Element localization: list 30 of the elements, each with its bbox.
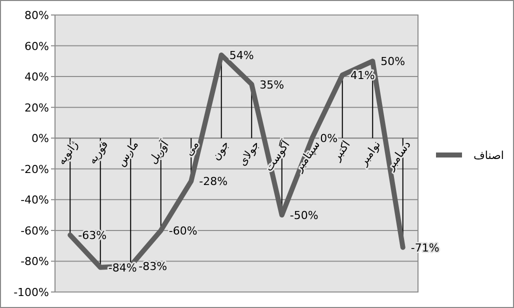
y-tick-label: -60%: [20, 224, 49, 238]
y-tick-label: 60%: [24, 40, 49, 53]
data-label: 35%: [260, 78, 284, 92]
x-tick-label: می: [182, 138, 202, 158]
y-tick-label: -40%: [20, 194, 49, 207]
data-label: -71%: [410, 241, 440, 254]
data-label: 50%: [380, 55, 406, 68]
y-tick-label: -20%: [20, 162, 49, 176]
y-tick-label: -80%: [20, 255, 49, 268]
y-tick-label: 20%: [24, 101, 49, 114]
x-tick-label: دسامبر: [383, 138, 414, 174]
x-tick-label: آوریل: [145, 137, 172, 166]
y-tick-label: 80%: [24, 9, 49, 22]
x-tick-label: فوریه: [86, 138, 111, 166]
x-tick-label: جولای: [236, 138, 262, 168]
data-label: -60%: [168, 224, 198, 238]
x-tick-label: آگوست: [261, 137, 293, 174]
y-tick-label: 40%: [24, 70, 49, 84]
x-tick-label: مارس: [114, 138, 142, 169]
x-tick-label: جون: [209, 138, 232, 163]
data-label: -83%: [138, 260, 168, 273]
legend-label: اصناف: [474, 149, 504, 162]
y-tick-label: 0%: [32, 132, 49, 146]
y-tick-label: -100%: [14, 286, 49, 299]
data-label: 0%: [320, 132, 338, 146]
x-tick-label: نوامبر: [356, 138, 384, 169]
x-tick-label: ژانویه: [54, 138, 81, 168]
data-label: -28%: [199, 175, 228, 188]
data-label: -50%: [290, 209, 318, 222]
data-label: 54%: [229, 49, 254, 62]
